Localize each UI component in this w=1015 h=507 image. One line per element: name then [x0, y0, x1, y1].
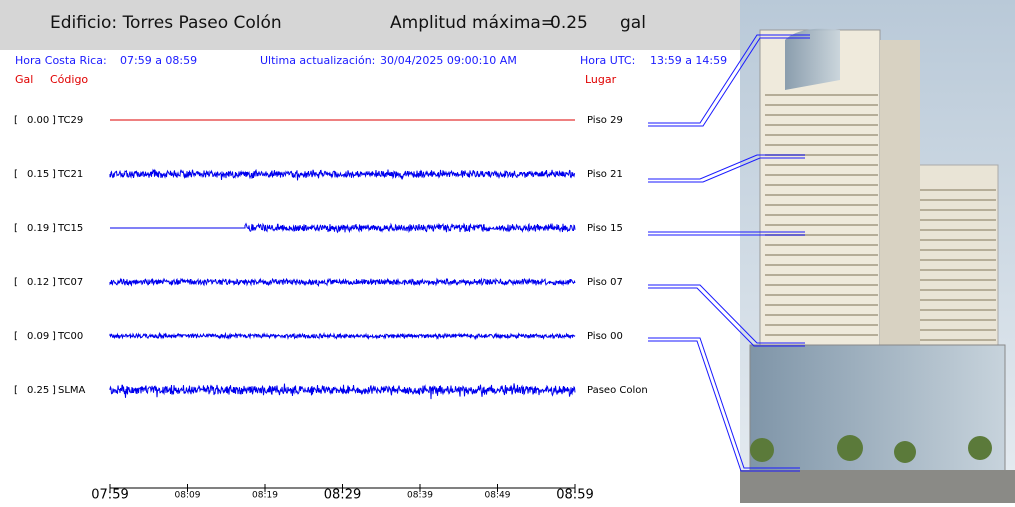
- bracket: [: [14, 277, 18, 288]
- local-range: 07:59 a 08:59: [120, 54, 197, 67]
- amplitude: 0.00: [27, 115, 49, 126]
- amplitude: 0.09: [27, 331, 49, 342]
- place: Piso 00: [587, 331, 623, 342]
- bracket: [: [14, 169, 18, 180]
- utc-range: 13:59 a 14:59: [650, 54, 727, 67]
- code: TC15: [57, 223, 83, 234]
- bracket: [: [14, 115, 18, 126]
- place: Paseo Colon: [587, 385, 648, 396]
- trace-rows: [0.00] TC29 Piso 29[0.15] TC21 Piso 21[0.19]…: [14, 115, 648, 400]
- amplitude: 0.12: [27, 277, 49, 288]
- amplitude-value: 0.25: [550, 13, 588, 33]
- amplitude: 0.25: [27, 385, 49, 396]
- update-time: 30/04/2025 09:00:10 AM: [380, 54, 517, 67]
- bracket: ]: [52, 385, 56, 396]
- bracket: ]: [52, 169, 56, 180]
- time-label: 08:59: [556, 488, 593, 503]
- bracket: [: [14, 331, 18, 342]
- time-labels: 07:59 08:09 08:19 08:29 08:39 08:49 08:59: [91, 484, 594, 503]
- time-label: 08:19: [252, 491, 278, 501]
- waveform: [110, 222, 576, 234]
- place: Piso 07: [587, 277, 623, 288]
- building-photo: [740, 0, 1015, 503]
- amplitude-label: Amplitud máxima=: [390, 13, 555, 33]
- place: Piso 29: [587, 115, 623, 126]
- bracket: [: [14, 223, 18, 234]
- code: TC21: [57, 169, 83, 180]
- time-label: 08:49: [485, 491, 511, 501]
- time-label: 08:09: [175, 491, 201, 501]
- time-label: 08:29: [324, 488, 361, 503]
- utc-label: Hora UTC:: [580, 54, 635, 67]
- code-header: Código: [50, 73, 88, 86]
- header-bar: [0, 0, 740, 50]
- place: Piso 15: [587, 223, 623, 234]
- code: TC07: [57, 277, 83, 288]
- amplitude: 0.19: [27, 223, 49, 234]
- bracket: ]: [52, 115, 56, 126]
- code: TC00: [57, 331, 83, 342]
- local-label: Hora Costa Rica:: [15, 54, 107, 67]
- place-header: Lugar: [585, 73, 617, 86]
- waveform: [109, 331, 576, 341]
- time-label: 08:39: [407, 491, 433, 501]
- code: SLMA: [58, 385, 86, 396]
- waveform: [109, 383, 576, 400]
- amplitude: 0.15: [27, 169, 49, 180]
- code: TC29: [57, 115, 83, 126]
- bracket: ]: [52, 331, 56, 342]
- bracket: [: [14, 385, 18, 396]
- waveform: [109, 277, 576, 288]
- bracket: ]: [52, 277, 56, 288]
- waveform: [109, 168, 576, 181]
- amplitude-unit: gal: [620, 13, 646, 33]
- leader-lines: [648, 34, 810, 472]
- gal-header: Gal: [15, 73, 33, 86]
- building-title: Edificio: Torres Paseo Colón: [50, 13, 282, 33]
- place: Piso 21: [587, 169, 623, 180]
- bracket: ]: [52, 223, 56, 234]
- update-label: Ultima actualización:: [260, 54, 375, 67]
- time-label: 07:59: [91, 488, 128, 503]
